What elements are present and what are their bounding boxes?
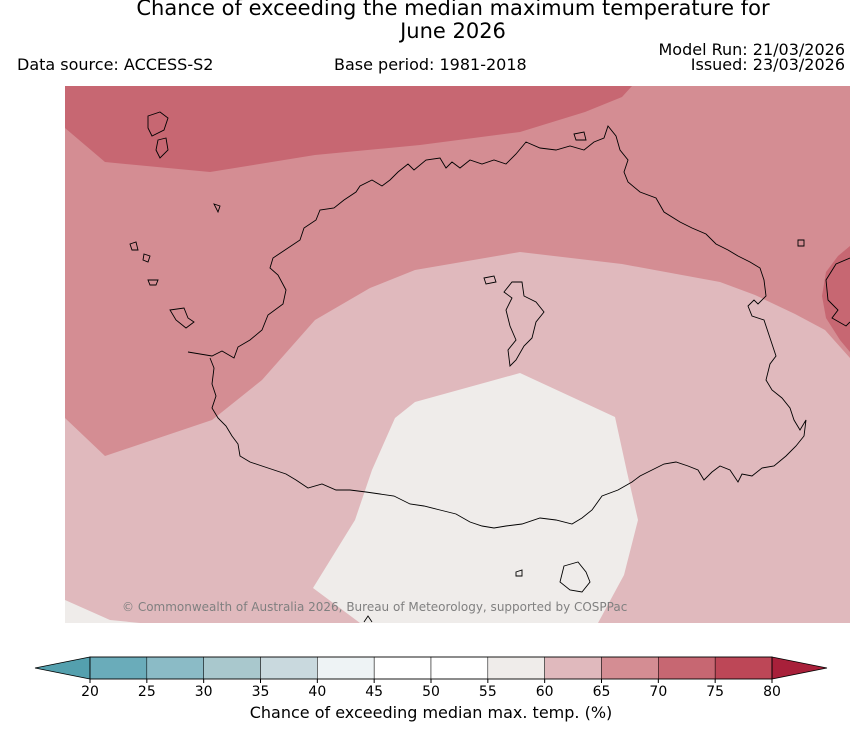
island-6 <box>169 307 195 329</box>
island-5 <box>147 279 159 286</box>
region-65-70 <box>65 86 850 456</box>
island-2 <box>155 137 169 159</box>
coastline <box>129 111 850 623</box>
colorbar-segment <box>203 656 261 680</box>
colorbar-segment <box>373 656 432 680</box>
colorbar-segment <box>487 656 545 680</box>
colorbar-tick-label: 65 <box>593 684 611 700</box>
colorbar-under-arrow <box>34 656 91 680</box>
title-line-2: June 2026 <box>400 19 506 43</box>
colorbar-segment <box>317 656 375 680</box>
colorbar-segment <box>544 656 602 680</box>
colorbar-tick-label: 45 <box>365 684 383 700</box>
map-title: Chance of exceeding the median maximum t… <box>0 0 862 43</box>
copyright-credit: © Commonwealth of Australia 2026, Bureau… <box>122 600 628 614</box>
region-70-75-east <box>822 246 850 352</box>
colorbar-segment <box>601 656 659 680</box>
island-4 <box>142 253 151 263</box>
colorbar-segment <box>714 656 773 680</box>
colorbar-over-arrow <box>771 656 828 680</box>
issued-label: Issued: 23/03/2026 <box>690 55 845 74</box>
model-run-label: Model Run: 21/03/2026 <box>658 40 846 59</box>
colorbar-tick-label: 75 <box>706 684 724 700</box>
colorbar-tick-label: 50 <box>422 684 440 700</box>
colorbar-tick-label: 25 <box>138 684 156 700</box>
colorbar-tick-label: 80 <box>763 684 781 700</box>
region-55-60-sw <box>65 600 140 623</box>
colorbar-tick-label: 20 <box>81 684 99 700</box>
colorbar-tick-label: 30 <box>195 684 213 700</box>
mainland-coast <box>187 125 807 529</box>
colorbar-label: Chance of exceeding median max. temp. (%… <box>250 703 613 722</box>
colorbar-segment <box>430 656 489 680</box>
region-55-60 <box>313 373 638 623</box>
region-70-75-north <box>65 86 632 172</box>
colorbar-tick-label: 40 <box>308 684 326 700</box>
data-source-label: Data source: ACCESS-S2 <box>17 55 214 74</box>
colorbar-segment <box>260 656 318 680</box>
island-1 <box>147 111 169 137</box>
island-10 <box>825 257 850 327</box>
title-line-1: Chance of exceeding the median maximum t… <box>136 0 770 20</box>
island-11 <box>503 281 545 367</box>
island-7 <box>213 203 221 214</box>
base-period-label: Base period: 1981-2018 <box>334 55 527 74</box>
map-area <box>65 86 850 623</box>
colorbar-tick-label: 70 <box>649 684 667 700</box>
colorbar-tick-label: 60 <box>536 684 554 700</box>
island-9 <box>797 239 805 247</box>
colorbar: 20 25 30 35 40 45 50 55 60 65 70 75 80 Chance of exc… <box>34 656 828 722</box>
island-15 <box>363 615 373 623</box>
colorbar-segment <box>146 656 204 680</box>
colorbar-tick-label: 35 <box>252 684 270 700</box>
colorbar-segment <box>658 656 716 680</box>
colorbar-segment <box>89 656 148 680</box>
island-14 <box>515 569 523 577</box>
colorbar-tick-label: 55 <box>479 684 497 700</box>
island-12 <box>483 275 497 285</box>
island-13 <box>559 561 591 593</box>
island-3 <box>129 241 139 251</box>
island-8 <box>573 131 587 141</box>
